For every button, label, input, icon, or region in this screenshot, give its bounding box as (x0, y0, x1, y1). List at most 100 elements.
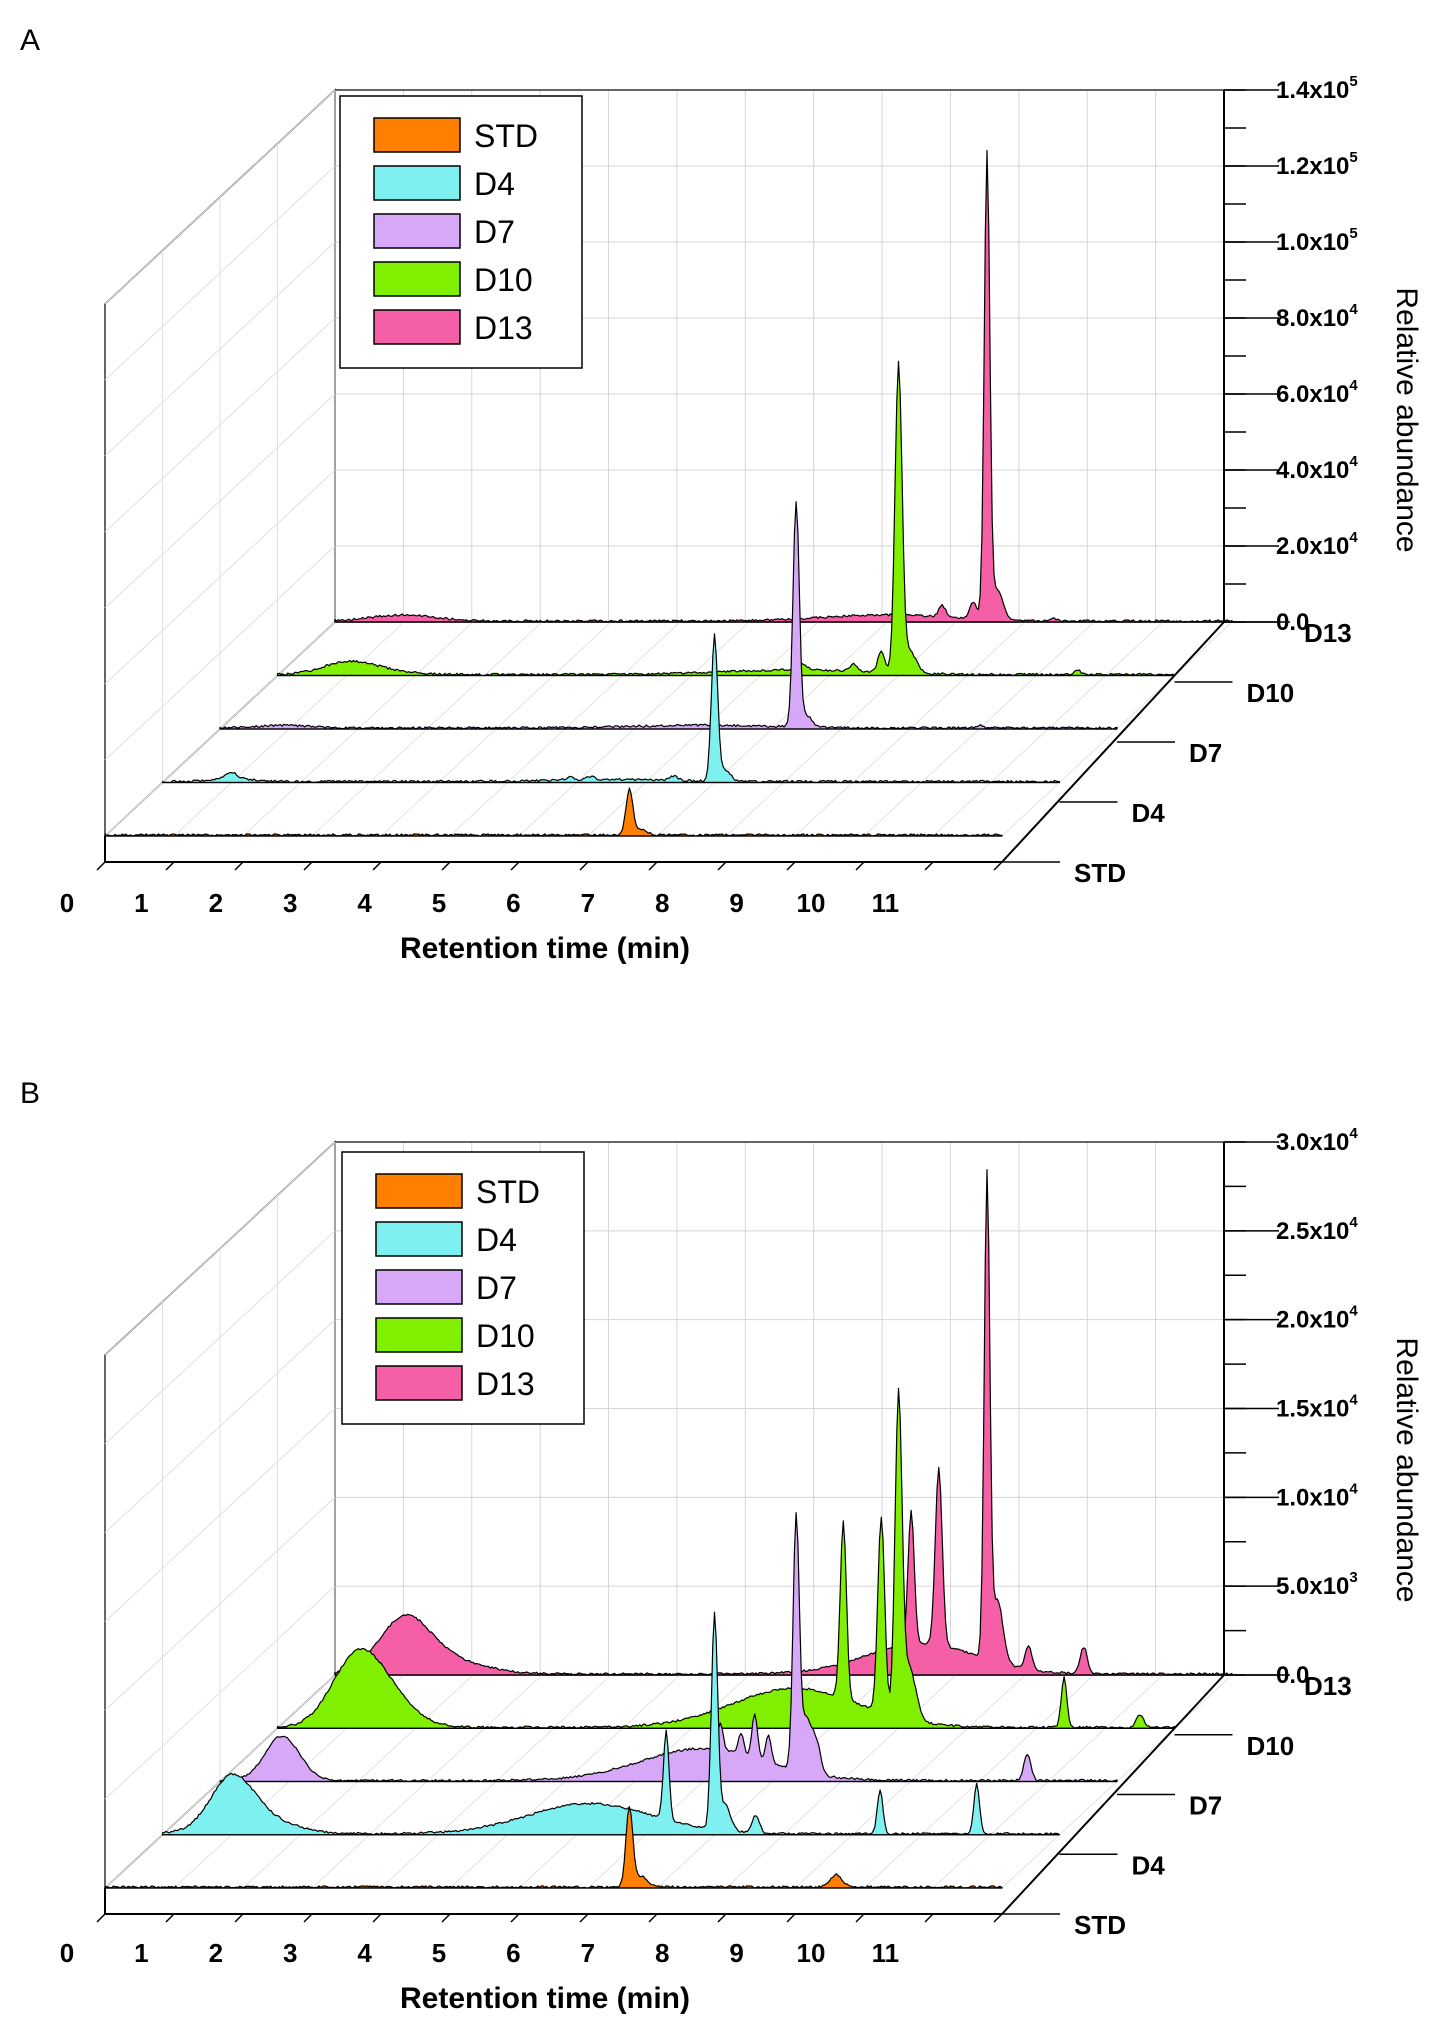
x-tick-label: 0 (60, 1938, 74, 1968)
x-tick (441, 1913, 451, 1923)
legend-swatch (373, 309, 461, 345)
x-tick-label: 7 (581, 1938, 595, 1968)
x-tick-label: 4 (357, 888, 372, 918)
series-d7 (219, 501, 1118, 730)
trace-d13 (334, 149, 1233, 623)
legend-swatch (373, 213, 461, 249)
x-tick (579, 1913, 589, 1923)
x-tick (165, 1913, 175, 1923)
legend-swatch (375, 1269, 463, 1305)
x-axis: 0 1 2 3 4 5 6 7 8 9 10 11 Retention time (min) (60, 836, 1003, 965)
x-tick (234, 1913, 244, 1923)
panel-label: B (20, 1077, 40, 1110)
legend-label: D4 (476, 1222, 517, 1258)
grid-line (104, 89, 336, 305)
x-tick (717, 861, 727, 871)
x-tick (372, 1913, 382, 1923)
x-tick-label: 7 (581, 888, 595, 918)
x-tick-label: 3 (283, 1938, 297, 1968)
legend-swatch (373, 117, 461, 153)
x-tick-label: 10 (797, 888, 826, 918)
grid-line (104, 393, 336, 609)
x-axis: 0 1 2 3 4 5 6 7 8 9 10 11 Retention time (min) (60, 1888, 1003, 2015)
y-tick-label: 0.0 (1276, 1662, 1309, 1689)
x-tick-label: 11 (872, 1938, 900, 1968)
depth-axis-line (1001, 621, 1225, 863)
x-tick-label: 4 (357, 1938, 372, 1968)
y-tick-label: 1.4x105 (1276, 73, 1358, 104)
series-d10 (276, 360, 1176, 677)
x-tick (234, 861, 244, 871)
legend-label: D7 (476, 1270, 517, 1306)
x-tick (648, 861, 658, 871)
x-tick-label: 2 (209, 888, 223, 918)
side-wall (104, 88, 336, 838)
y-tick-label: 2.0x104 (1276, 529, 1358, 560)
legend-swatch (375, 1221, 463, 1257)
x-tick-label: 9 (729, 888, 743, 918)
legend-label: D7 (474, 214, 515, 250)
depth-label: D10 (1247, 678, 1295, 708)
depth-label: STD (1074, 858, 1126, 888)
legend-swatch (373, 261, 461, 297)
legend-label: D10 (476, 1318, 535, 1354)
legend-label: D4 (474, 166, 515, 202)
trace-d7 (219, 501, 1118, 730)
depth-label: STD (1074, 1910, 1126, 1940)
grid-line (104, 545, 336, 761)
x-tick (96, 1913, 106, 1923)
grid-line (104, 1496, 336, 1711)
trace-d4 (161, 633, 1061, 784)
grid-line (104, 1319, 336, 1534)
trace-d4 (161, 1611, 1061, 1836)
x-tick (510, 1913, 520, 1923)
trace-std (104, 1806, 1003, 1889)
x-tick (855, 1913, 865, 1923)
grid-line (104, 165, 336, 381)
side-wall (104, 1140, 336, 1890)
x-tick-label: 11 (872, 888, 900, 918)
series-d4 (161, 633, 1061, 784)
depth-label: D7 (1189, 738, 1222, 768)
legend-label: D13 (476, 1366, 535, 1402)
x-tick (96, 861, 106, 871)
x-axis-title: Retention time (min) (400, 932, 690, 965)
x-tick-label: 2 (209, 1938, 223, 1968)
x-tick (786, 1913, 796, 1923)
x-tick (372, 861, 382, 871)
series-d10 (276, 1387, 1176, 1729)
x-tick (510, 861, 520, 871)
legend-label: D10 (474, 262, 533, 298)
grid-line (104, 1141, 336, 1356)
depth-label: D4 (1132, 798, 1166, 828)
trace-d10 (276, 1387, 1176, 1729)
legend: STD D4 D7 D10 D13 (341, 1151, 585, 1425)
y-tick-label: 5.0x103 (1276, 1569, 1358, 1600)
x-tick (993, 1913, 1003, 1923)
grid-line (104, 1585, 336, 1800)
depth-axis-line (1001, 1674, 1225, 1915)
depth-label: D13 (1304, 618, 1352, 648)
y-axis: 0.0 2.0x104 4.0x104 6.0x104 8.0x104 1.0x105 1.… (1223, 73, 1423, 636)
x-tick (303, 861, 313, 871)
grid-line (104, 317, 336, 533)
x-tick (924, 861, 934, 871)
legend-swatch (375, 1365, 463, 1401)
legend-swatch (375, 1317, 463, 1353)
series-d4 (161, 1611, 1061, 1836)
y-tick-label: 6.0x104 (1276, 377, 1358, 408)
x-tick-label: 8 (655, 1938, 669, 1968)
x-tick-label: 10 (797, 1938, 826, 1968)
y-tick-label: 1.0x104 (1276, 1480, 1358, 1511)
x-tick-label: 5 (432, 1938, 446, 1968)
legend-label: STD (474, 118, 538, 154)
trace-d7 (219, 1512, 1118, 1783)
x-tick-label: 8 (655, 888, 669, 918)
trace-d13 (334, 1169, 1233, 1676)
x-tick-label: 6 (506, 1938, 520, 1968)
legend-label: STD (476, 1174, 540, 1210)
